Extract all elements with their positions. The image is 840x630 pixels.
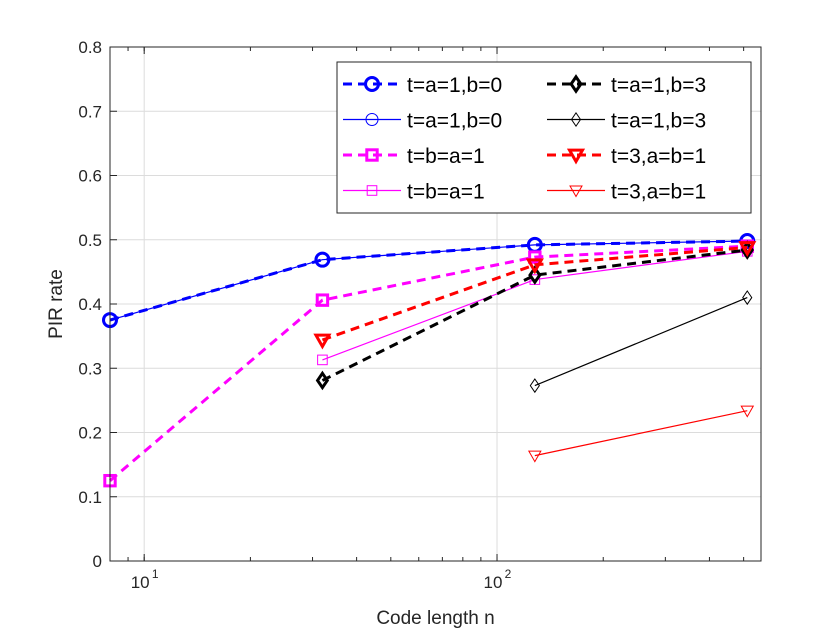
x-tick-exponent: 1 <box>152 567 159 581</box>
y-tick-label: 0.7 <box>78 102 102 121</box>
data-point-triangle <box>566 148 586 165</box>
y-tick-label: 0.6 <box>78 167 102 186</box>
data-point-diamond <box>529 378 540 394</box>
data-point-square <box>365 148 379 162</box>
legend-entry: t=3,a=b=1 <box>547 145 706 168</box>
legend-label: t=3,a=b=1 <box>611 145 706 168</box>
series-7 <box>313 241 757 350</box>
legend-entry: t=b=a=1 <box>343 181 485 204</box>
data-point-square <box>317 354 328 366</box>
data-point-circle <box>365 113 379 126</box>
data-point-circle <box>314 251 331 268</box>
x-tick-label: 10 2 <box>484 567 512 592</box>
y-tick-label: 0 <box>93 552 102 571</box>
data-point-triangle <box>740 405 755 418</box>
y-tick-label: 0.2 <box>78 424 102 443</box>
data-point-diamond <box>315 370 330 391</box>
legend-label: t=a=1,b=3 <box>611 110 706 133</box>
y-tick-label: 0.8 <box>78 38 102 57</box>
legend-label: t=a=1,b=3 <box>611 74 706 97</box>
series-8 <box>527 405 755 463</box>
data-point-diamond <box>570 112 582 127</box>
legend-label: t=a=1,b=0 <box>407 110 502 133</box>
series-line <box>321 245 748 342</box>
legend-entry: t=a=1,b=3 <box>547 110 706 133</box>
y-axis-ticks: 0 0.1 0.2 0.3 0.4 0.5 0.6 0.7 0.8 <box>78 38 117 571</box>
series-line <box>534 297 748 387</box>
data-point-diamond <box>742 290 753 306</box>
legend-box <box>336 61 752 214</box>
x-tick-base: 10 <box>131 573 150 592</box>
series-line <box>109 239 748 322</box>
legend-label: t=a=1,b=0 <box>407 74 502 97</box>
y-tick-label: 0.4 <box>78 295 102 314</box>
series-line <box>321 248 748 382</box>
data-point-square <box>366 185 378 196</box>
x-tick-base: 10 <box>484 573 503 592</box>
y-tick-label: 0.5 <box>78 231 102 250</box>
legend-entry: t=3,a=b=1 <box>547 181 706 204</box>
legend-entry: t=a=1,b=3 <box>547 74 706 97</box>
legend-entry: t=a=1,b=0 <box>343 74 502 97</box>
legend-label: t=b=a=1 <box>407 181 485 204</box>
legend-entry: t=b=a=1 <box>343 145 485 168</box>
data-point-triangle <box>313 333 332 350</box>
data-point-square <box>528 250 542 264</box>
y-tick-label: 0.1 <box>78 488 102 507</box>
data-point-triangle <box>569 185 583 198</box>
series-6 <box>529 290 753 394</box>
data-point-circle <box>364 76 380 92</box>
data-point-square <box>315 293 330 307</box>
x-axis-label: Code length n <box>376 608 494 629</box>
data-point-diamond <box>528 265 542 285</box>
x-tick-label: 10 1 <box>131 567 159 592</box>
y-tick-label: 0.3 <box>78 359 102 378</box>
series-line <box>534 410 748 457</box>
y-axis-label: PIR rate <box>46 269 67 339</box>
x-tick-exponent: 2 <box>505 567 512 581</box>
data-point-diamond <box>569 74 583 94</box>
x-axis-ticks: 10 1 10 2 <box>109 47 745 592</box>
legend: t=a=1,b=0 t=a=1,b=3 t=a=1,b=0 t=a=1,b=3 t=b=… <box>336 61 752 214</box>
data-point-triangle <box>738 241 757 257</box>
legend-label: t=b=a=1 <box>407 145 485 168</box>
series-line <box>109 244 748 482</box>
legend-entry: t=a=1,b=0 <box>343 110 502 133</box>
legend-label: t=3,a=b=1 <box>611 181 706 204</box>
data-point-triangle <box>527 450 542 463</box>
data-point-triangle <box>525 258 544 275</box>
